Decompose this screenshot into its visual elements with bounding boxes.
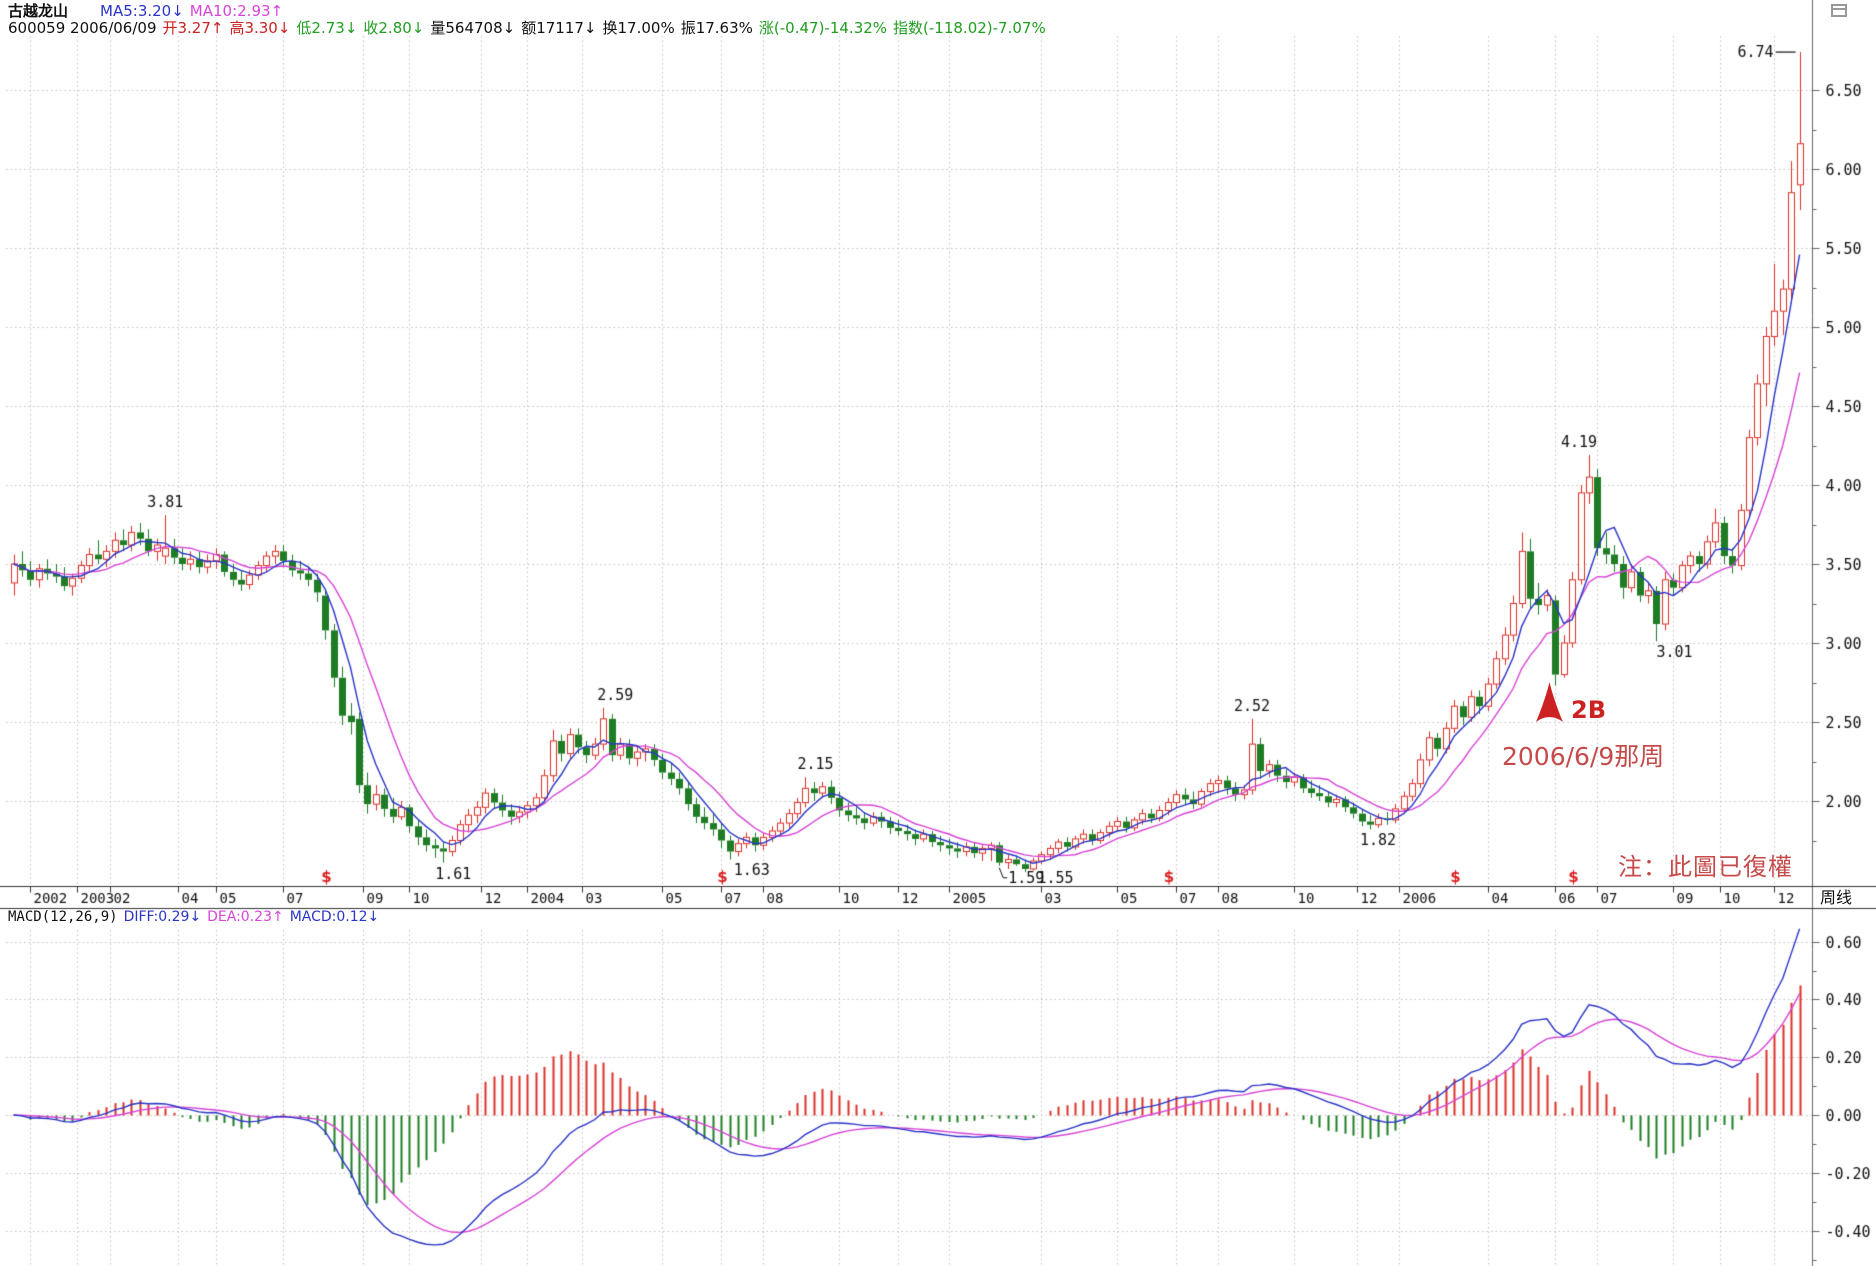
window-restore-icon[interactable] — [1831, 4, 1847, 17]
up-arrow-icon — [1536, 682, 1563, 722]
text-token: 低2.73↓ — [296, 19, 358, 37]
quote-header-line1: 古越龙山 MA5:3.20↓ MA10:2.93↑ — [8, 4, 289, 19]
period-label: 周线 — [1820, 888, 1853, 907]
signal-label: 2B — [1571, 696, 1606, 724]
macd-params-label: MACD(12,26,9) — [8, 909, 118, 925]
text-token: 量564708↓ — [430, 19, 516, 37]
quote-header-line2: 600059 2006/06/09 开3.27↑ 高3.30↓ 低2.73↓ 收2.80… — [8, 21, 1052, 36]
macd-value-tokens: DIFF:0.29↓ DEA:0.23↑ MACD:0.12↓ — [124, 910, 386, 925]
event-week-annotation: 2006/6/9那周 — [1502, 742, 1665, 771]
text-token: MACD:0.12↓ — [289, 909, 380, 925]
text-token: 600059 2006/06/09 — [8, 19, 157, 37]
ma-value-tokens: MA5:3.20↓ MA10:2.93↑ — [100, 4, 289, 19]
text-token: 高3.30↓ — [229, 19, 291, 37]
text-token: 换17.00% — [602, 19, 675, 37]
text-token: 涨(-0.47)-14.32% — [758, 19, 888, 37]
text-token: 收2.80↓ — [363, 19, 425, 37]
buy-signal-2b-annotation: 2B — [1536, 682, 1606, 724]
text-token: 振17.63% — [680, 19, 753, 37]
text-token: DIFF:0.29↓ — [123, 909, 202, 925]
stock-name: 古越龙山 — [8, 2, 69, 20]
text-token: 指数(-118.02)-7.07% — [893, 19, 1046, 37]
text-token: MA10:2.93↑ — [189, 2, 284, 20]
macd-header: MACD(12,26,9) DIFF:0.29↓ DEA:0.23↑ MACD:0.1… — [8, 910, 385, 925]
text-token: 开3.27↑ — [162, 19, 224, 37]
text-token: MA5:3.20↓ — [100, 2, 184, 20]
adjusted-price-note: 注：此圖已復權 — [1618, 853, 1793, 881]
text-token: 额17117↓ — [521, 19, 597, 37]
text-token: DEA:0.23↑ — [207, 909, 284, 925]
